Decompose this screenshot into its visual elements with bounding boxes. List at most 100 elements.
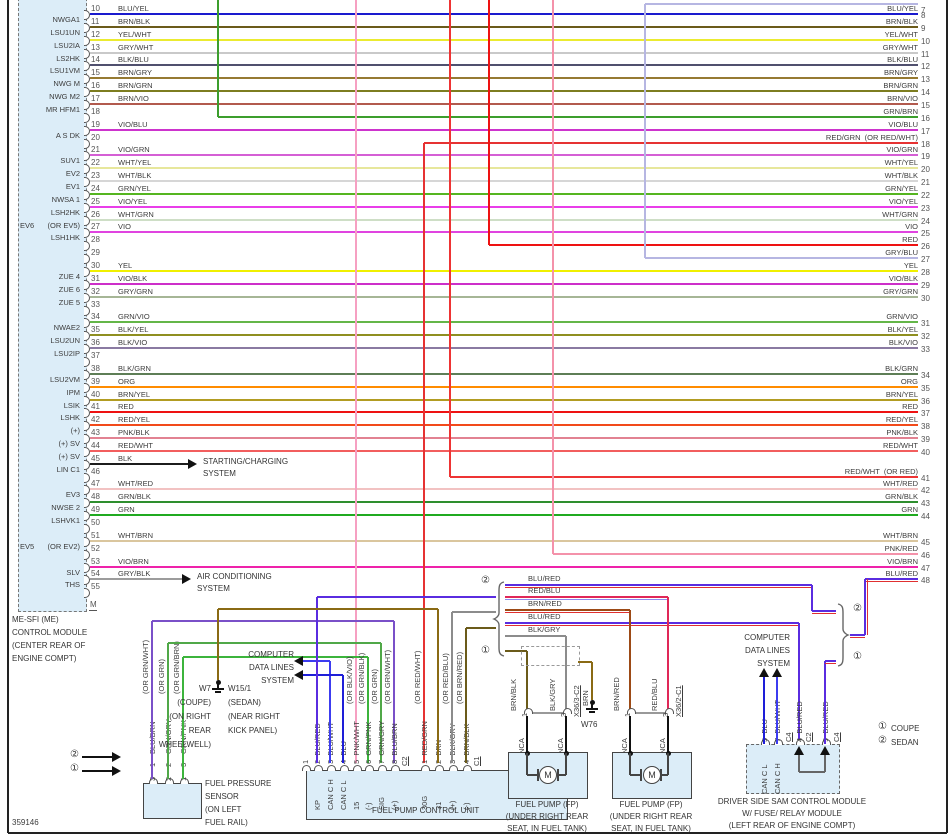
right-wire-label: RED/WHT (OR RED) <box>844 466 918 476</box>
wire-color-label: BLK/YEL <box>118 325 149 335</box>
right-wire-number: 18 <box>921 139 930 149</box>
wire-42 <box>90 424 918 427</box>
fpcu-pin-or-label: (OR BRN/RED) <box>454 651 464 704</box>
ground-w76-icon <box>586 708 598 710</box>
right-wire-label: RED <box>902 235 918 245</box>
ground-w7-icon <box>217 682 219 688</box>
right-wire-label: BRN/YEL <box>885 389 918 399</box>
ground-w7-label: WHEELWELL) <box>158 740 211 749</box>
right-wire-number: 39 <box>921 435 930 445</box>
pin-number: 44 <box>91 440 100 450</box>
right-wire-label: RED/YEL <box>885 415 918 425</box>
right-wire-number: 11 <box>921 49 930 59</box>
wire-13 <box>90 51 918 54</box>
connector-pin-icon <box>179 778 189 784</box>
wire-v <box>380 643 382 763</box>
pin-number: 12 <box>91 29 100 39</box>
pin-number: 54 <box>91 569 100 579</box>
wire-v <box>629 610 631 713</box>
wire-v <box>465 628 467 763</box>
right-wire-label: WHT/BRN <box>883 530 918 540</box>
right-wire-label: BRN/BLK <box>885 16 918 26</box>
module-signal-label: LSU1VM <box>49 66 80 76</box>
fuel-pressure-sensor-box <box>143 783 202 819</box>
pump2-pin-num: 1 <box>622 712 632 717</box>
right-wire-number: 24 <box>921 216 930 226</box>
module-signal-label: LIN C1 <box>56 464 80 474</box>
connector-pin-icon <box>84 112 90 123</box>
wire-40 <box>90 398 918 401</box>
module-signal-label: NWAE2 <box>53 323 80 333</box>
wire-v <box>565 636 567 713</box>
right-wire-label: RED/GRN (OR RED/WHT) <box>825 132 918 142</box>
connector-pin-icon <box>84 344 90 355</box>
feeder-red <box>488 0 490 246</box>
connector-pin-icon <box>84 48 90 59</box>
right-wire-label: YEL/WHT <box>884 29 918 39</box>
ground-w7-label: (ON RIGHT <box>169 712 211 721</box>
connector-pin-icon <box>462 765 472 771</box>
module-signal-label: NWSE 2 <box>51 503 80 513</box>
wire-h <box>505 650 527 652</box>
right-wire-label: VIO/BLK <box>888 273 918 283</box>
fpcu-caption: FUEL PUMP CONTROL UNIT <box>372 806 480 815</box>
module-signal-label: EV1 <box>65 182 80 192</box>
data-lines-label: DATA LINES <box>248 663 294 672</box>
pump2-caption: SEAT, IN FUEL TANK) <box>611 824 691 833</box>
module-signal-label: EV2 <box>65 169 80 179</box>
pin-number: 53 <box>91 556 100 566</box>
connector-pin-icon <box>84 421 90 432</box>
module-signal-label: NWSA 1 <box>51 194 80 204</box>
fpcu-signal-label: (+) <box>389 800 399 810</box>
pin-number: 10 <box>91 4 100 13</box>
stack-wire-label: BLK/GRY <box>528 625 561 634</box>
variant-marker: ② <box>878 735 887 746</box>
pin-number: 11 <box>91 16 100 26</box>
pin-number: 17 <box>91 93 100 103</box>
pin-number: 52 <box>91 543 100 553</box>
wire-color-label: GRY/BLK <box>118 569 151 579</box>
right-wire-label: BLK/BLU <box>887 55 918 65</box>
pin-number: 31 <box>91 273 100 283</box>
pin-number: 33 <box>91 299 100 309</box>
wire-v <box>451 612 453 763</box>
right-wire-label: VIO/GRN <box>886 145 918 155</box>
connector-pin-icon <box>84 215 90 226</box>
wire-v <box>798 748 800 772</box>
feeder-gryblu <box>644 4 646 259</box>
wire-color-label: GRN/BLK <box>118 492 151 502</box>
pump-connector-dash <box>630 712 668 714</box>
wire-19 <box>90 128 918 131</box>
wire-h <box>527 774 538 776</box>
connector-pin-icon <box>377 765 387 771</box>
connector-pin-icon <box>795 739 805 745</box>
wire-right-26 <box>489 244 918 247</box>
stack-wire-stripe <box>505 586 812 588</box>
right-wire-label: GRN <box>901 505 918 515</box>
right-wire-number: 23 <box>921 203 930 213</box>
arrow-up-icon <box>820 746 830 755</box>
wire-color-label: GRN <box>118 505 135 515</box>
right-wire-number: 20 <box>921 165 930 175</box>
pin-number: 50 <box>91 518 100 527</box>
wire-17 <box>90 102 918 105</box>
connector-pin-icon <box>84 524 90 534</box>
module-signal-label: LSU2IA <box>54 40 80 50</box>
pump1-pin-num: 1 <box>519 712 529 717</box>
wire-27 <box>90 231 918 234</box>
connector-pin-icon <box>84 588 90 599</box>
ground-w76-icon <box>589 711 595 713</box>
wire-color-label: GRY/WHT <box>118 42 154 52</box>
wire-v <box>537 769 539 781</box>
wire-v <box>667 753 669 775</box>
wire-right-18 <box>424 141 918 144</box>
feeder-pnkred <box>552 0 554 554</box>
right-wire-label: GRN/BLK <box>885 492 918 502</box>
right-wire-number: 8 <box>921 11 926 20</box>
stack-wire-label: BRN/RED <box>528 599 562 608</box>
right-wire-label: BRN/VIO <box>887 93 918 103</box>
pin-number: 51 <box>91 530 100 540</box>
wire-v <box>182 657 184 779</box>
diagram-border <box>7 0 9 833</box>
right-wire-number: 30 <box>921 293 930 303</box>
